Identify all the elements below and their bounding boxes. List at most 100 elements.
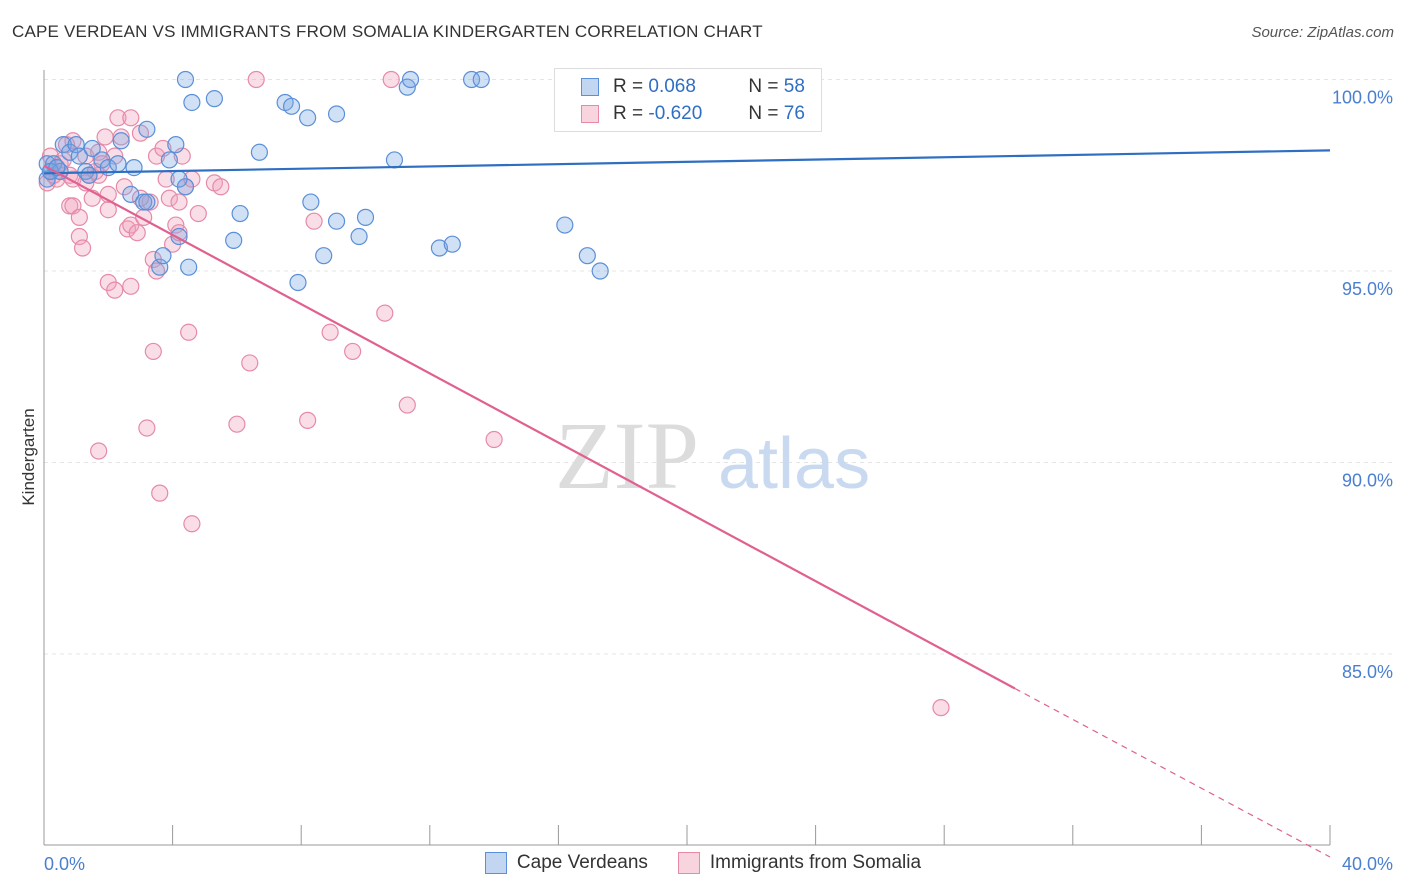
axis-labels: 100.0% 95.0% 90.0% 85.0% 0.0% 40.0% Kindergart… <box>19 88 1393 875</box>
data-point <box>73 239 92 257</box>
y-tick-label: 100.0% <box>1332 88 1393 108</box>
data-point <box>289 273 307 292</box>
data-point <box>462 70 481 89</box>
data-point <box>109 109 127 127</box>
data-point <box>443 235 461 253</box>
trend-line-somalia <box>43 164 1016 690</box>
data-point <box>327 212 346 230</box>
data-point <box>128 224 146 242</box>
data-point <box>189 204 207 223</box>
y-tick-label: 90.0% <box>1342 471 1393 491</box>
data-point <box>96 128 114 146</box>
data-point <box>282 97 301 115</box>
data-point <box>228 415 246 433</box>
data-point <box>356 208 375 226</box>
data-point <box>125 158 143 177</box>
data-point <box>299 109 317 127</box>
data-point <box>106 281 124 299</box>
data-point <box>315 247 333 265</box>
legend-n-value: 76 <box>783 103 805 124</box>
y-tick-label: 85.0% <box>1342 662 1393 682</box>
legend-label-somalia: Immigrants from Somalia <box>709 852 922 873</box>
legend-n-label: N = <box>748 76 779 97</box>
trend-lines <box>43 149 1331 858</box>
chart-title: CAPE VERDEAN VS IMMIGRANTS FROM SOMALIA … <box>12 22 763 41</box>
data-point <box>472 70 490 89</box>
data-point <box>305 212 323 230</box>
data-point <box>485 430 503 449</box>
watermark-zip: ZIP <box>555 402 699 509</box>
trend-line-cape-verdeans <box>43 149 1331 175</box>
legend-item-somalia[interactable]: Immigrants from Somalia <box>677 852 922 874</box>
legend-swatch-pink <box>677 852 700 874</box>
legend-swatch-blue <box>581 78 599 96</box>
points-somalia <box>38 70 950 717</box>
data-point <box>122 185 140 203</box>
data-point <box>183 515 201 533</box>
data-point <box>183 93 201 112</box>
data-point <box>250 143 269 161</box>
data-point <box>180 323 198 341</box>
data-point <box>299 411 317 429</box>
data-point <box>176 70 195 89</box>
data-point <box>430 239 449 257</box>
legend-r-label: R = <box>613 103 644 124</box>
data-point <box>160 151 178 169</box>
data-point <box>350 227 368 246</box>
legend-item-cape-verdeans[interactable]: Cape Verdeans <box>484 852 648 874</box>
data-point <box>138 193 156 211</box>
data-point <box>151 484 169 502</box>
series-legend: Cape Verdeans Immigrants from Somalia <box>0 852 1406 874</box>
legend-r-value: 0.068 <box>648 76 696 97</box>
data-point <box>302 193 320 211</box>
data-point <box>138 419 156 437</box>
legend-label-cape-verdeans: Cape Verdeans <box>516 852 648 873</box>
data-point <box>70 208 88 226</box>
watermark-atlas: atlas <box>718 424 870 504</box>
data-point <box>112 128 130 146</box>
data-point <box>83 139 101 158</box>
data-point <box>205 90 223 108</box>
trend-line-somalia-extension <box>1014 687 1331 858</box>
data-point <box>321 323 339 341</box>
x-tick-label: 0.0% <box>44 854 85 874</box>
data-point <box>80 166 98 184</box>
data-point <box>138 120 156 138</box>
data-point <box>591 262 609 280</box>
data-point <box>327 105 346 123</box>
data-point <box>180 258 198 276</box>
data-point <box>385 151 404 169</box>
data-point <box>241 354 259 372</box>
data-point <box>170 170 188 188</box>
legend-row-somalia: R = -0.620 N = 76 <box>581 101 805 127</box>
legend-row-cape-verdeans: R = 0.068 N = 58 <box>581 74 805 100</box>
legend-r-label: R = <box>613 76 644 97</box>
data-point <box>225 231 243 249</box>
data-point <box>167 136 185 154</box>
legend-n-value: 58 <box>783 76 805 97</box>
legend-swatch-pink <box>581 105 599 123</box>
data-point <box>376 304 394 322</box>
axes <box>43 70 1331 846</box>
legend-r-value: -0.620 <box>648 103 703 124</box>
data-point <box>556 216 574 234</box>
data-point <box>212 178 230 196</box>
data-point <box>144 342 162 361</box>
data-point <box>154 247 172 265</box>
data-point <box>99 201 117 219</box>
data-point <box>231 204 249 223</box>
data-point <box>70 147 88 165</box>
data-point <box>401 70 420 89</box>
data-point <box>247 70 265 89</box>
legend-n-label: N = <box>748 103 779 124</box>
y-tick-label: 95.0% <box>1342 279 1393 299</box>
data-point <box>382 70 400 89</box>
data-point <box>170 193 188 211</box>
data-point <box>398 396 416 414</box>
watermark: ZIP atlas <box>555 402 870 509</box>
source-credit: Source: ZipAtlas.com <box>1251 24 1394 41</box>
y-axis-label: Kindergarten <box>19 408 38 505</box>
data-point <box>160 189 178 207</box>
data-point <box>122 277 140 295</box>
